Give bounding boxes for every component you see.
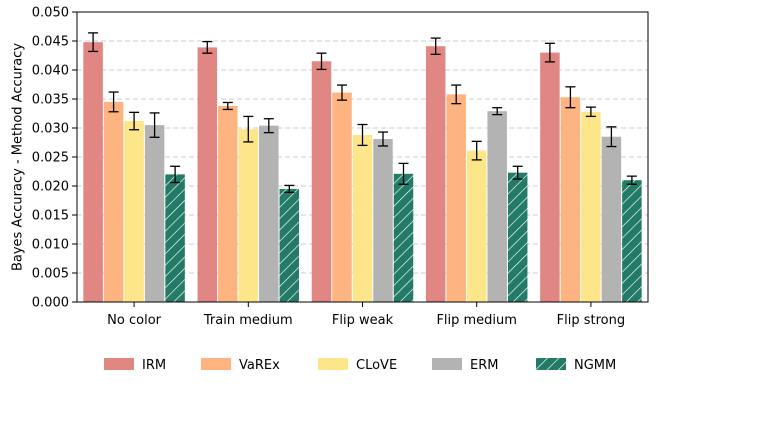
y-tick-label: 0.035 <box>32 93 69 108</box>
bar-clove <box>581 111 601 302</box>
y-tick-label: 0.025 <box>32 151 69 166</box>
legend-swatch-varex <box>201 358 231 370</box>
bars <box>83 42 642 303</box>
bar-varex <box>218 105 238 303</box>
y-tick-label: 0.045 <box>32 35 69 50</box>
bar-varex <box>560 97 581 302</box>
legend-swatch-clove <box>318 358 348 370</box>
bar-ngmm <box>279 188 300 302</box>
bar-ngmm <box>507 172 528 302</box>
legend-swatch-irm <box>104 358 134 370</box>
legend-label-ngmm: NGMM <box>574 358 616 373</box>
x-tick-label: Train medium <box>203 313 293 328</box>
bar-erm <box>373 139 393 302</box>
bar-erm <box>487 111 507 303</box>
x-tick-label: No color <box>107 313 161 328</box>
bar-erm <box>259 125 279 303</box>
legend: IRM VaREx CLoVE ERM NGMM <box>104 358 616 373</box>
bar-clove <box>352 134 373 302</box>
x-axis: No color Train medium Flip weak Flip medium… <box>107 302 625 328</box>
legend-swatch-ngmm <box>536 358 566 370</box>
y-tick-label: 0.000 <box>32 296 69 311</box>
legend-swatch-erm <box>432 358 462 370</box>
bar-ngmm <box>622 180 642 302</box>
bar-clove <box>466 150 487 302</box>
y-tick-label: 0.040 <box>32 64 69 79</box>
x-tick-label: Flip medium <box>436 313 517 328</box>
x-tick-label: Flip weak <box>332 313 394 328</box>
bar-erm <box>601 136 622 302</box>
y-tick-label: 0.020 <box>32 180 69 195</box>
error-bars <box>88 32 637 194</box>
y-axis: 0.000 0.005 0.010 0.015 0.020 0.025 0.030 0.035… <box>32 6 77 311</box>
legend-label-varex: VaREx <box>239 358 280 373</box>
bar-irm <box>311 61 332 302</box>
y-tick-label: 0.050 <box>32 6 69 21</box>
y-axis-label: Bayes Accuracy - Method Accuracy <box>11 43 26 271</box>
bar-ngmm <box>165 174 185 302</box>
y-tick-label: 0.030 <box>32 122 69 137</box>
bar-irm <box>540 52 560 302</box>
bar-irm <box>197 47 218 302</box>
bar-erm <box>144 125 165 302</box>
legend-label-erm: ERM <box>470 358 498 373</box>
bar-varex <box>103 101 124 303</box>
x-tick-label: Flip strong <box>557 313 625 328</box>
bar-ngmm <box>393 173 414 302</box>
bar-irm <box>425 46 446 302</box>
y-tick-label: 0.015 <box>32 209 69 224</box>
legend-label-clove: CLoVE <box>356 358 397 373</box>
bar-varex <box>446 94 466 302</box>
bar-clove <box>238 129 259 302</box>
y-tick-label: 0.005 <box>32 267 69 282</box>
bar-irm <box>83 42 103 302</box>
bar-clove <box>124 121 144 302</box>
y-tick-label: 0.010 <box>32 238 69 253</box>
bar-varex <box>332 92 352 303</box>
legend-label-irm: IRM <box>142 358 166 373</box>
